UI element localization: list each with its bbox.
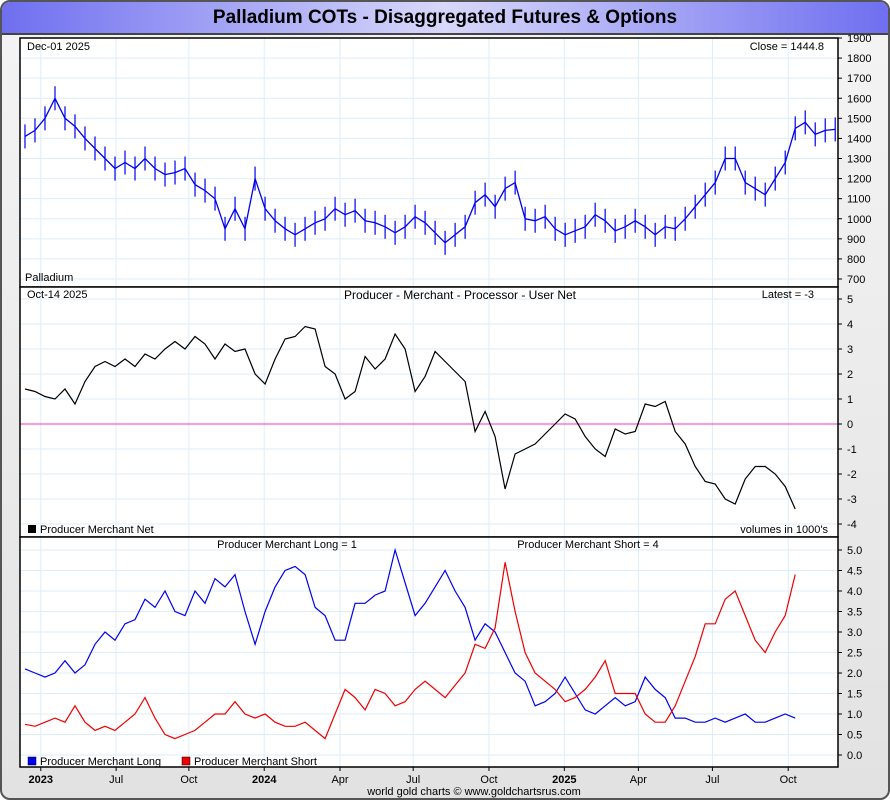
panel-3-border xyxy=(19,536,839,768)
y-tick-label: 900 xyxy=(847,234,865,246)
date-label: Oct-14 2025 xyxy=(27,289,88,301)
y-tick-label: -2 xyxy=(847,469,857,481)
legend-net: Producer Merchant Net xyxy=(40,524,154,536)
y-tick-label: 0.5 xyxy=(847,730,862,742)
latest-label: Latest = -3 xyxy=(762,289,814,301)
y-tick-label: 1300 xyxy=(847,154,871,166)
x-tick-label: Jul xyxy=(705,774,719,786)
y-tick-label: 700 xyxy=(847,274,865,286)
y-tick-label: 1700 xyxy=(847,73,871,85)
x-tick-label: 2024 xyxy=(252,774,277,786)
y-tick-label: -1 xyxy=(847,444,857,456)
y-tick-label: 4.5 xyxy=(847,566,862,578)
legend-entry: Producer Merchant Short xyxy=(194,756,317,768)
y-tick-label: 2 xyxy=(847,369,853,381)
y-tick-label: 1900 xyxy=(847,33,871,45)
long-line xyxy=(24,547,796,723)
panel-2-background xyxy=(20,287,838,537)
legend-entry: Producer Merchant Long xyxy=(40,756,161,768)
short-line xyxy=(24,562,796,740)
y-tick-label: 4.0 xyxy=(847,586,862,598)
y-tick-label: 1000 xyxy=(847,214,871,226)
series-label: Palladium xyxy=(25,272,73,284)
y-tick-label: 4 xyxy=(847,319,853,331)
y-tick-label: 1100 xyxy=(847,194,871,206)
legend-swatch-net xyxy=(28,525,36,533)
x-tick-label: Apr xyxy=(331,774,348,786)
x-tick-label: 2025 xyxy=(552,774,576,786)
y-tick-label: 2.5 xyxy=(847,648,862,660)
long-latest-label: Producer Merchant Long = 1 xyxy=(217,539,357,551)
y-tick-label: 0 xyxy=(847,419,853,431)
y-tick-label: -3 xyxy=(847,494,857,506)
net-line xyxy=(24,325,796,510)
y-tick-label: 1.0 xyxy=(847,709,862,721)
legend-swatch xyxy=(181,756,191,766)
y-tick-label: 1.5 xyxy=(847,689,862,701)
y-tick-label: 1800 xyxy=(847,53,871,65)
y-tick-label: 3.0 xyxy=(847,627,862,639)
y-tick-label: 1400 xyxy=(847,133,871,145)
y-tick-label: 5.0 xyxy=(847,545,862,557)
date-label: Dec-01 2025 xyxy=(27,41,90,53)
y-tick-label: -4 xyxy=(847,519,857,531)
chart-title: Palladium COTs - Disaggregated Futures &… xyxy=(2,2,888,35)
y-tick-label: 1600 xyxy=(847,93,871,105)
x-tick-label: Oct xyxy=(180,774,197,786)
y-tick-label: 800 xyxy=(847,254,865,266)
x-tick-label: 2023 xyxy=(29,774,53,786)
y-tick-label: 0.0 xyxy=(847,750,862,762)
price-line xyxy=(24,96,836,244)
x-tick-label: Jul xyxy=(109,774,123,786)
y-tick-label: 3 xyxy=(847,344,853,356)
panel-1-background xyxy=(20,38,838,287)
y-tick-label: 1500 xyxy=(847,113,871,125)
y-tick-label: 2.0 xyxy=(847,668,862,680)
y-tick-label: 1200 xyxy=(847,174,871,186)
y-tick-label: 5 xyxy=(847,294,853,306)
footer-credit: world gold charts © www.goldchartsrus.co… xyxy=(366,786,581,798)
y-tick-label: 1 xyxy=(847,394,853,406)
close-label: Close = 1444.8 xyxy=(750,41,824,53)
short-latest-label: Producer Merchant Short = 4 xyxy=(517,539,659,551)
legend-swatch xyxy=(27,756,37,766)
units-label: volumes in 1000's xyxy=(740,524,828,536)
y-tick-label: 3.5 xyxy=(847,607,862,619)
x-tick-label: Oct xyxy=(780,774,797,786)
x-tick-label: Jul xyxy=(406,774,420,786)
x-tick-label: Oct xyxy=(480,774,497,786)
x-tick-label: Apr xyxy=(630,774,647,786)
panel-title: Producer - Merchant - Processor - User N… xyxy=(344,288,577,302)
